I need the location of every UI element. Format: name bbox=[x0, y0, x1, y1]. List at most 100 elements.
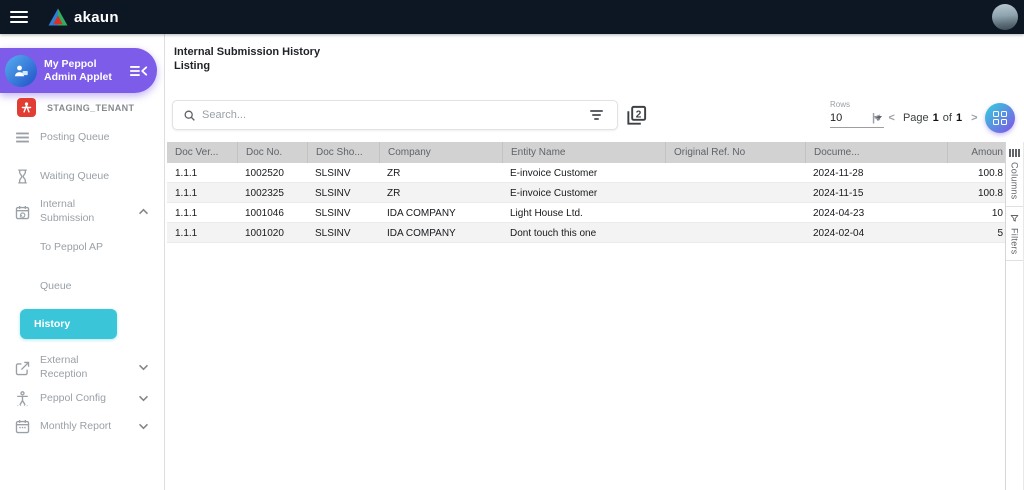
tenant-selector[interactable]: STAGING_TENANT bbox=[17, 98, 134, 117]
columns-tab[interactable]: Columns bbox=[1006, 142, 1023, 207]
sidebar-item-external-reception[interactable]: External Reception bbox=[0, 352, 165, 384]
hourglass-icon bbox=[18, 169, 27, 184]
launch-icon bbox=[15, 361, 30, 375]
rows-per-page-select[interactable]: Rows 10 bbox=[830, 100, 884, 128]
page-subtitle: Listing bbox=[174, 60, 211, 72]
table-cell bbox=[665, 223, 805, 242]
table-cell: ZR bbox=[387, 167, 401, 179]
chevron-up-icon[interactable] bbox=[138, 206, 149, 218]
chevron-down-icon[interactable] bbox=[138, 393, 149, 405]
applet-header[interactable]: My Peppol Admin Applet bbox=[0, 48, 157, 93]
table-body: 1.1.1 1002520 SLSINV ZR E-invoice Customer 20… bbox=[167, 163, 1005, 243]
table-cell: 100.8 bbox=[977, 187, 1003, 199]
select-arrow-icon bbox=[874, 115, 882, 121]
sidebar-item-label: Waiting Queue bbox=[40, 169, 110, 182]
hamburger-menu-icon[interactable] bbox=[10, 11, 28, 23]
column-header[interactable]: Company bbox=[379, 142, 502, 163]
sidebar-collapse-icon[interactable] bbox=[129, 64, 149, 78]
pagination: |< < Page 1 of 1 > >| bbox=[872, 112, 994, 124]
search-box[interactable] bbox=[172, 100, 618, 130]
accessibility-icon bbox=[17, 391, 28, 407]
sidebar: My Peppol Admin Applet STAGING_TENANT Po… bbox=[0, 34, 165, 490]
duplicate-page-icon[interactable]: 2 bbox=[625, 104, 648, 127]
columns-tab-label: Columns bbox=[1009, 162, 1020, 200]
tenant-name: STAGING_TENANT bbox=[47, 102, 135, 113]
sidebar-item-internal-submission[interactable]: Internal Submission bbox=[0, 196, 165, 228]
sidebar-item-peppol-config[interactable]: Peppol Config bbox=[0, 390, 165, 407]
table-cell: 1.1.1 bbox=[175, 167, 198, 179]
top-app-bar: akaun bbox=[0, 0, 1024, 34]
sidebar-item-waiting-queue[interactable]: Waiting Queue bbox=[0, 168, 165, 185]
table-row[interactable]: 1.1.1 1001046 SLSINV IDA COMPANY Light House… bbox=[167, 203, 1005, 223]
table-cell: 1002520 bbox=[245, 167, 284, 179]
sidebar-subitem-history-active[interactable]: History bbox=[20, 309, 117, 339]
filters-tab[interactable]: Filters bbox=[1006, 207, 1023, 262]
calendar-sync-icon bbox=[15, 205, 30, 219]
table-cell: 2024-02-04 bbox=[813, 227, 865, 239]
table-cell: 100.8 bbox=[977, 167, 1003, 179]
table-cell: 2024-04-23 bbox=[813, 207, 865, 219]
table-cell: IDA COMPANY bbox=[387, 207, 456, 219]
grid-view-button[interactable] bbox=[985, 103, 1015, 133]
chevron-down-icon[interactable] bbox=[138, 421, 149, 433]
table-cell: 10 bbox=[991, 207, 1003, 219]
table-cell: SLSINV bbox=[315, 227, 351, 239]
chevron-down-icon[interactable] bbox=[138, 362, 149, 374]
table-cell: 1002325 bbox=[245, 187, 284, 199]
table-cell bbox=[665, 203, 805, 222]
user-avatar[interactable] bbox=[992, 4, 1018, 30]
calendar-icon bbox=[15, 419, 30, 434]
select-underline bbox=[830, 127, 884, 128]
column-header[interactable]: Entity Name bbox=[502, 142, 665, 163]
prev-page-button[interactable]: < bbox=[888, 112, 896, 124]
filters-tab-label: Filters bbox=[1009, 227, 1020, 255]
table-cell: SLSINV bbox=[315, 167, 351, 179]
list-icon bbox=[16, 132, 29, 143]
table-row[interactable]: 1.1.1 1002325 SLSINV ZR E-invoice Customer 20… bbox=[167, 183, 1005, 203]
table-cell: 1001020 bbox=[245, 227, 284, 239]
table-cell: SLSINV bbox=[315, 187, 351, 199]
table-row[interactable]: 1.1.1 1002520 SLSINV ZR E-invoice Customer 20… bbox=[167, 163, 1005, 183]
brand-name: akaun bbox=[74, 8, 119, 26]
table-cell: 2024-11-15 bbox=[813, 187, 864, 199]
search-icon bbox=[184, 110, 195, 121]
table-cell bbox=[665, 183, 805, 202]
filter-funnel-icon bbox=[1010, 214, 1019, 222]
duplicate-count: 2 bbox=[636, 109, 642, 120]
filter-list-icon[interactable] bbox=[586, 106, 607, 124]
sidebar-item-label: Peppol Config bbox=[40, 391, 106, 404]
table-cell: 2024-11-28 bbox=[813, 167, 864, 179]
main-content: Internal Submission History Listing 2 Ro… bbox=[166, 34, 1024, 490]
table-cell: Dont touch this one bbox=[510, 227, 597, 239]
sidebar-subitem-to-peppol-ap[interactable]: To Peppol AP bbox=[40, 241, 104, 253]
table-header-row: Doc Ver... Doc No. Doc Sho... Company Entity… bbox=[167, 142, 1005, 163]
next-page-button[interactable]: > bbox=[971, 112, 978, 124]
sidebar-item-label: Internal Submission bbox=[40, 198, 95, 224]
search-input[interactable] bbox=[202, 109, 586, 121]
sidebar-item-label: External Reception bbox=[40, 354, 88, 380]
table-cell: IDA COMPANY bbox=[387, 227, 456, 239]
table-cell: 1001046 bbox=[245, 207, 284, 219]
sidebar-item-label: Monthly Report bbox=[40, 419, 112, 432]
table-cell: E-invoice Customer bbox=[510, 167, 598, 179]
table-cell: 1.1.1 bbox=[175, 187, 198, 199]
sidebar-subitem-queue[interactable]: Queue bbox=[40, 280, 72, 292]
table-row[interactable]: 1.1.1 1001020 SLSINV IDA COMPANY Dont touch … bbox=[167, 223, 1005, 243]
sidebar-item-monthly-report[interactable]: Monthly Report bbox=[0, 418, 165, 435]
column-header[interactable]: Doc Sho... bbox=[307, 142, 379, 163]
rows-label: Rows bbox=[830, 100, 851, 109]
first-page-button[interactable]: |< bbox=[872, 112, 880, 124]
akaun-triangle-icon bbox=[48, 8, 68, 26]
sidebar-item-posting-queue[interactable]: Posting Queue bbox=[0, 129, 165, 146]
column-header[interactable]: Original Ref. No bbox=[665, 142, 805, 163]
column-header[interactable]: Docume... bbox=[805, 142, 947, 163]
page-indicator: Page 1 of 1 bbox=[902, 112, 963, 124]
table-cell: 5 bbox=[997, 227, 1003, 239]
brand-logo[interactable]: akaun bbox=[48, 8, 119, 26]
column-header[interactable]: Doc Ver... bbox=[175, 147, 219, 158]
table-cell: 1.1.1 bbox=[175, 227, 198, 239]
column-header[interactable]: Amoun bbox=[947, 142, 1005, 163]
column-header[interactable]: Doc No. bbox=[237, 142, 307, 163]
applet-title: My Peppol Admin Applet bbox=[44, 57, 112, 83]
page-title: Internal Submission History bbox=[174, 46, 321, 58]
